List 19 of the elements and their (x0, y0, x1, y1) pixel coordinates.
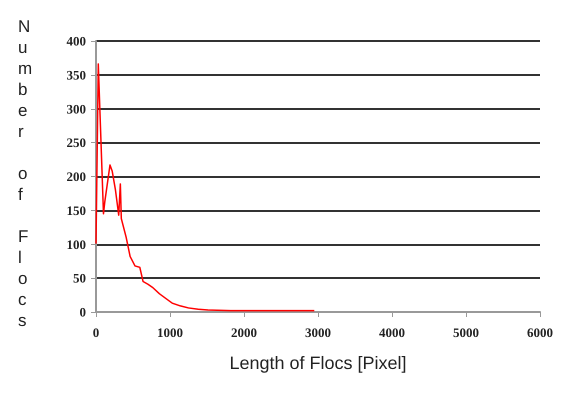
y-tick-label: 150 (66, 202, 86, 218)
x-tick-label: 4000 (379, 325, 405, 340)
y-tick-label: 50 (73, 270, 86, 286)
y-tick-label: 250 (66, 135, 86, 150)
y-tick-label: 200 (66, 169, 86, 184)
x-tick-label: 5000 (453, 325, 479, 340)
text: Number of Flocs (18, 17, 32, 330)
y-tick-label: 100 (66, 236, 86, 252)
y-tick-label: 400 (66, 34, 86, 48)
y-tick-label: 350 (66, 67, 86, 82)
x-tick-label: 6000 (527, 325, 553, 340)
x-tick-label: 0 (92, 325, 100, 340)
y-tick-label: 0 (80, 304, 86, 320)
line-series (95, 63, 316, 312)
x-tick-label: 1000 (157, 325, 183, 340)
x-tick-label: 2000 (231, 325, 257, 340)
x-tick-label: 3000 (305, 325, 331, 340)
y-tick-label: 300 (66, 101, 86, 116)
x-axis-title: Length of Flocs [Pixel] (229, 353, 407, 373)
